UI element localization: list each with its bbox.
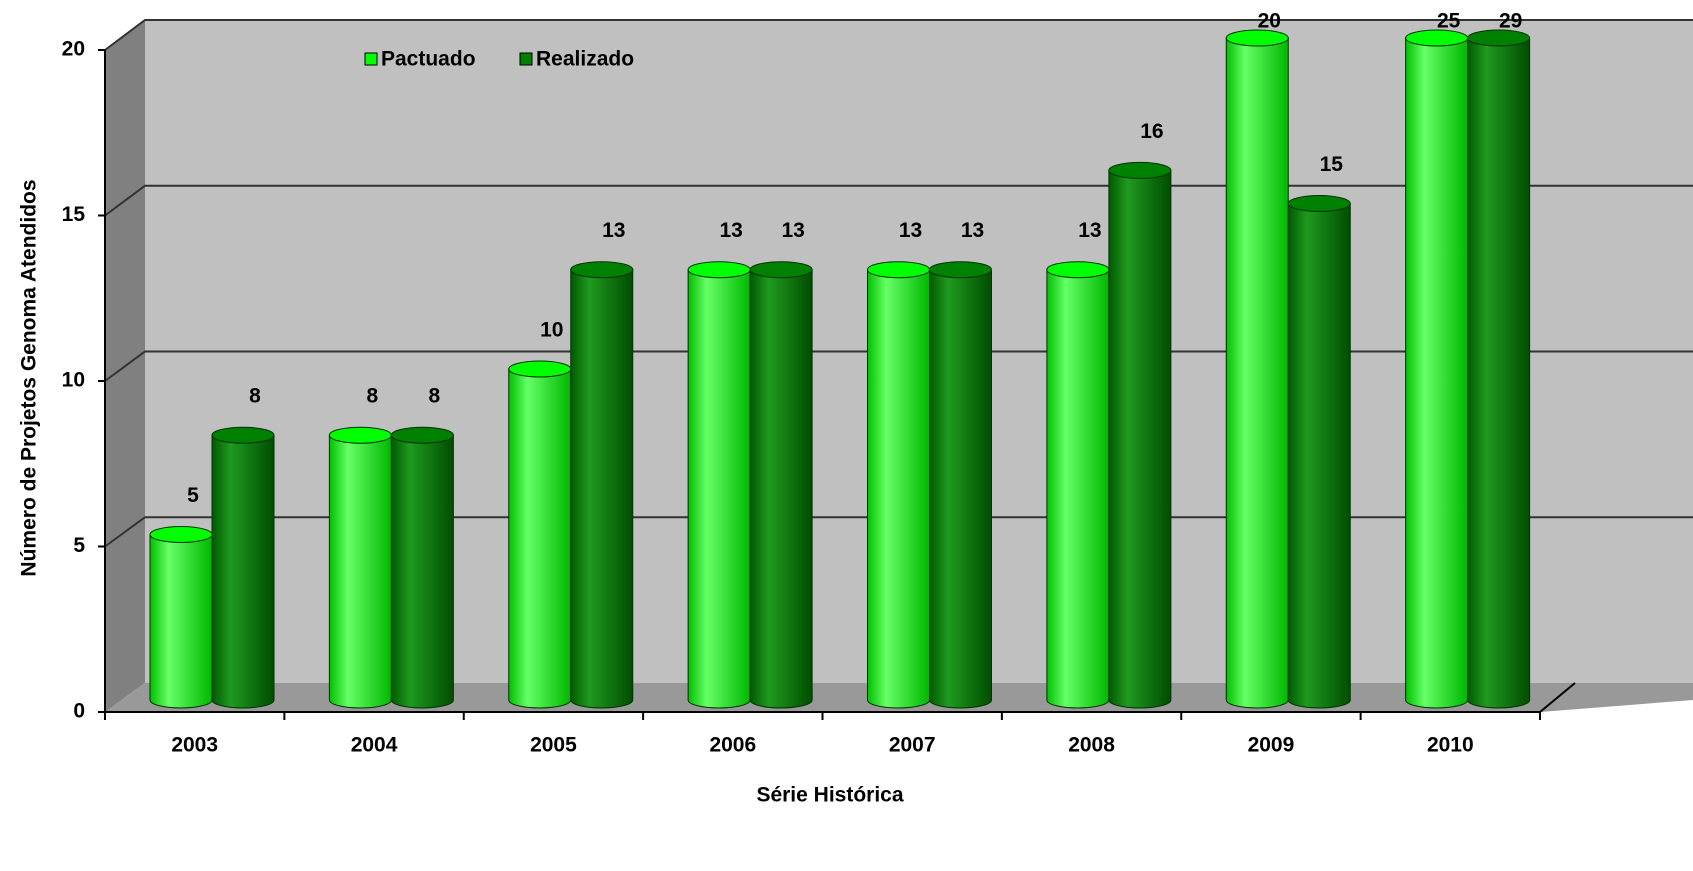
cylinder [1108, 169, 1172, 709]
x-tick-label: 2003 [171, 734, 218, 757]
y-tick-label: 5 [73, 534, 85, 557]
data-label: 13 [781, 219, 804, 242]
x-tick-label: 2008 [1068, 734, 1115, 757]
data-label: 13 [719, 219, 742, 242]
floor-edge [1539, 682, 1576, 713]
cylinder [211, 434, 275, 709]
cylinder-top [1467, 29, 1531, 47]
y-tick-label: 0 [73, 700, 85, 723]
data-label: 5 [187, 484, 199, 507]
legend-swatch [519, 52, 533, 66]
data-label: 13 [602, 219, 625, 242]
y-tick-label: 10 [62, 369, 85, 392]
cylinder-top [149, 526, 213, 543]
cylinder [149, 534, 213, 709]
data-label: 13 [961, 219, 984, 242]
data-label: 10 [540, 319, 563, 342]
cylinder [1225, 37, 1289, 709]
cylinder [1046, 269, 1110, 709]
y-tick-label: 15 [62, 203, 86, 226]
cylinder [929, 269, 992, 709]
cylinder-top [390, 426, 454, 444]
cylinder-top [867, 261, 930, 279]
cylinder [687, 269, 751, 709]
cylinder-top [929, 261, 992, 279]
cylinder-top [1225, 29, 1289, 47]
cylinder [390, 434, 454, 709]
y-tick-label: 20 [62, 38, 85, 61]
cylinder [508, 368, 572, 709]
cylinder [867, 269, 930, 709]
cylinder [749, 269, 813, 709]
marks [149, 29, 1531, 709]
data-label: 8 [249, 385, 261, 408]
cylinder-top [687, 261, 751, 279]
data-label: 15 [1320, 153, 1344, 176]
cylinder-top [749, 261, 813, 279]
data-label: 8 [429, 385, 441, 408]
data-label: 8 [367, 385, 379, 408]
x-tick-label: 2005 [530, 734, 577, 757]
data-label: 25 [1437, 10, 1461, 33]
cylinder [570, 269, 634, 709]
data-label: 13 [899, 219, 922, 242]
legend-swatch [364, 52, 378, 66]
data-label: 20 [1258, 10, 1281, 33]
cylinder [1467, 37, 1531, 709]
cylinder [328, 434, 392, 709]
cylinder-top [1046, 261, 1110, 279]
grid [104, 19, 1693, 548]
grid-line [104, 184, 1693, 217]
cylinder-top [211, 426, 275, 444]
cylinder-top [508, 360, 572, 378]
data-label: 13 [1078, 219, 1101, 242]
x-tick-label: 2007 [889, 734, 936, 757]
grid-line [104, 19, 1693, 51]
legend-label: Pactuado [381, 48, 476, 71]
cylinder [1405, 37, 1469, 709]
x-tick-label: 2010 [1427, 734, 1474, 757]
data-label: 16 [1140, 120, 1163, 143]
grid-line [104, 516, 1693, 548]
x-tick-label: 2004 [351, 734, 398, 757]
cylinder-top [328, 426, 392, 444]
x-axis-title: Série Histórica [756, 784, 903, 807]
cylinder-top [1108, 161, 1172, 179]
legend-label: Realizado [536, 48, 634, 71]
data-label: 29 [1499, 10, 1522, 33]
cylinder [1287, 203, 1351, 709]
cylinder-top [570, 261, 634, 279]
y-axis-title: Número de Projetos Genoma Atendidos [18, 179, 41, 576]
cylinder-top [1287, 195, 1351, 212]
x-tick-label: 2006 [709, 734, 756, 757]
grid-line [104, 350, 1693, 382]
x-tick-label: 2009 [1248, 734, 1295, 757]
